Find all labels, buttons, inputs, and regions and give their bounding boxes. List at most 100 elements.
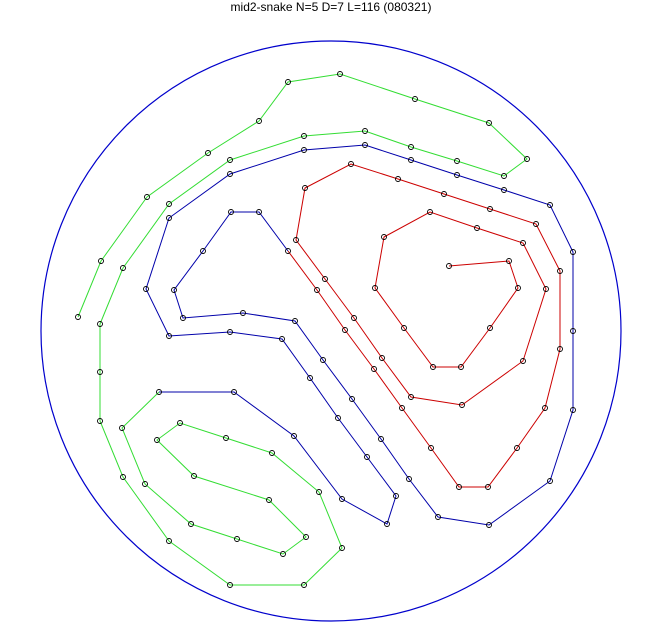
snake-node xyxy=(293,237,299,243)
snake-node xyxy=(322,276,328,282)
snake-node xyxy=(143,286,149,292)
snake-node xyxy=(364,454,370,460)
snake-node xyxy=(570,328,576,334)
snake-node xyxy=(256,209,262,215)
snake-node xyxy=(401,325,407,331)
snake-node xyxy=(412,96,418,102)
snake-node xyxy=(342,327,348,333)
snake-node xyxy=(302,185,308,191)
snake-node xyxy=(372,285,378,291)
snake-node xyxy=(514,445,520,451)
snake-node xyxy=(339,496,345,502)
snake-node xyxy=(362,142,368,148)
snake-node xyxy=(557,346,563,352)
snake-node xyxy=(533,221,539,227)
snake-node xyxy=(458,364,464,370)
snake-node xyxy=(379,355,385,361)
snake-node xyxy=(120,265,126,271)
snake-node xyxy=(301,582,307,588)
boundary-circle xyxy=(40,40,622,622)
snake-node xyxy=(120,474,126,480)
snake-node xyxy=(98,258,104,264)
snake-node xyxy=(227,582,233,588)
snake-node xyxy=(269,450,275,456)
snake-node xyxy=(547,202,553,208)
snake-node xyxy=(435,514,441,520)
snake-node xyxy=(362,128,368,134)
snake-node xyxy=(303,534,309,540)
snake-node xyxy=(520,358,526,364)
snake-node xyxy=(501,187,507,193)
snake-node xyxy=(393,493,399,499)
snake-node xyxy=(154,437,160,443)
snake-node xyxy=(280,551,286,557)
snake-node xyxy=(459,402,465,408)
snake-node xyxy=(428,445,434,451)
snake-node xyxy=(266,497,272,503)
snake-node xyxy=(337,71,343,77)
snake-node xyxy=(292,318,298,324)
snake-node xyxy=(506,258,512,264)
snake-node xyxy=(351,315,357,321)
snake-node xyxy=(486,522,492,528)
snake-node xyxy=(543,286,549,292)
snake-node xyxy=(156,389,162,395)
snake-node xyxy=(487,206,493,212)
snake-node xyxy=(335,415,341,421)
snake-node xyxy=(515,285,521,291)
snake-node xyxy=(408,157,414,163)
snake-node xyxy=(316,489,322,495)
snake-node xyxy=(570,407,576,413)
snake-node xyxy=(301,147,307,153)
snake-node xyxy=(307,375,313,381)
snake-segment-green xyxy=(77,73,528,586)
snake-node xyxy=(339,545,345,551)
snake-node xyxy=(320,357,326,363)
snake-node xyxy=(285,248,291,254)
snake-node xyxy=(166,538,172,544)
snake-segment-red xyxy=(287,163,561,488)
snake-node xyxy=(200,248,206,254)
snake-node xyxy=(520,240,526,246)
snake-node xyxy=(97,418,103,424)
snake-node xyxy=(227,329,233,335)
snake-node xyxy=(378,436,384,442)
snake-node xyxy=(227,157,233,163)
snake-node xyxy=(474,225,480,231)
snake-node xyxy=(547,478,553,484)
snake-node xyxy=(171,287,177,293)
diagram-title: mid2-snake N=5 D=7 L=116 (080321) xyxy=(230,0,432,14)
snake-node xyxy=(427,209,433,215)
snake-node xyxy=(142,481,148,487)
snake-node xyxy=(166,215,172,221)
snake-node xyxy=(291,433,297,439)
snake-node xyxy=(456,484,462,490)
snake-node xyxy=(227,171,233,177)
snake-node xyxy=(399,405,405,411)
snake-node xyxy=(301,133,307,139)
snake-node xyxy=(75,314,81,320)
snake-node xyxy=(166,333,172,339)
snake-node xyxy=(119,425,125,431)
snake-node xyxy=(454,158,460,164)
snake-node xyxy=(501,173,507,179)
snake-node xyxy=(557,268,563,274)
snake-node xyxy=(166,201,172,207)
snake-node xyxy=(408,144,414,150)
snake-node xyxy=(441,191,447,197)
snake-node xyxy=(348,161,354,167)
snake-node xyxy=(395,176,401,182)
snake-node xyxy=(223,435,229,441)
snake-node xyxy=(231,389,237,395)
snake-node xyxy=(542,405,548,411)
snake-node xyxy=(234,536,240,542)
snake-node xyxy=(285,79,291,85)
snake-node xyxy=(279,336,285,342)
snake-node xyxy=(524,156,530,162)
snake-node xyxy=(446,263,452,269)
snake-segment-blue xyxy=(145,144,574,526)
snake-node xyxy=(97,321,103,327)
snake-node xyxy=(487,325,493,331)
snake-node xyxy=(240,310,246,316)
snake-node xyxy=(406,476,412,482)
